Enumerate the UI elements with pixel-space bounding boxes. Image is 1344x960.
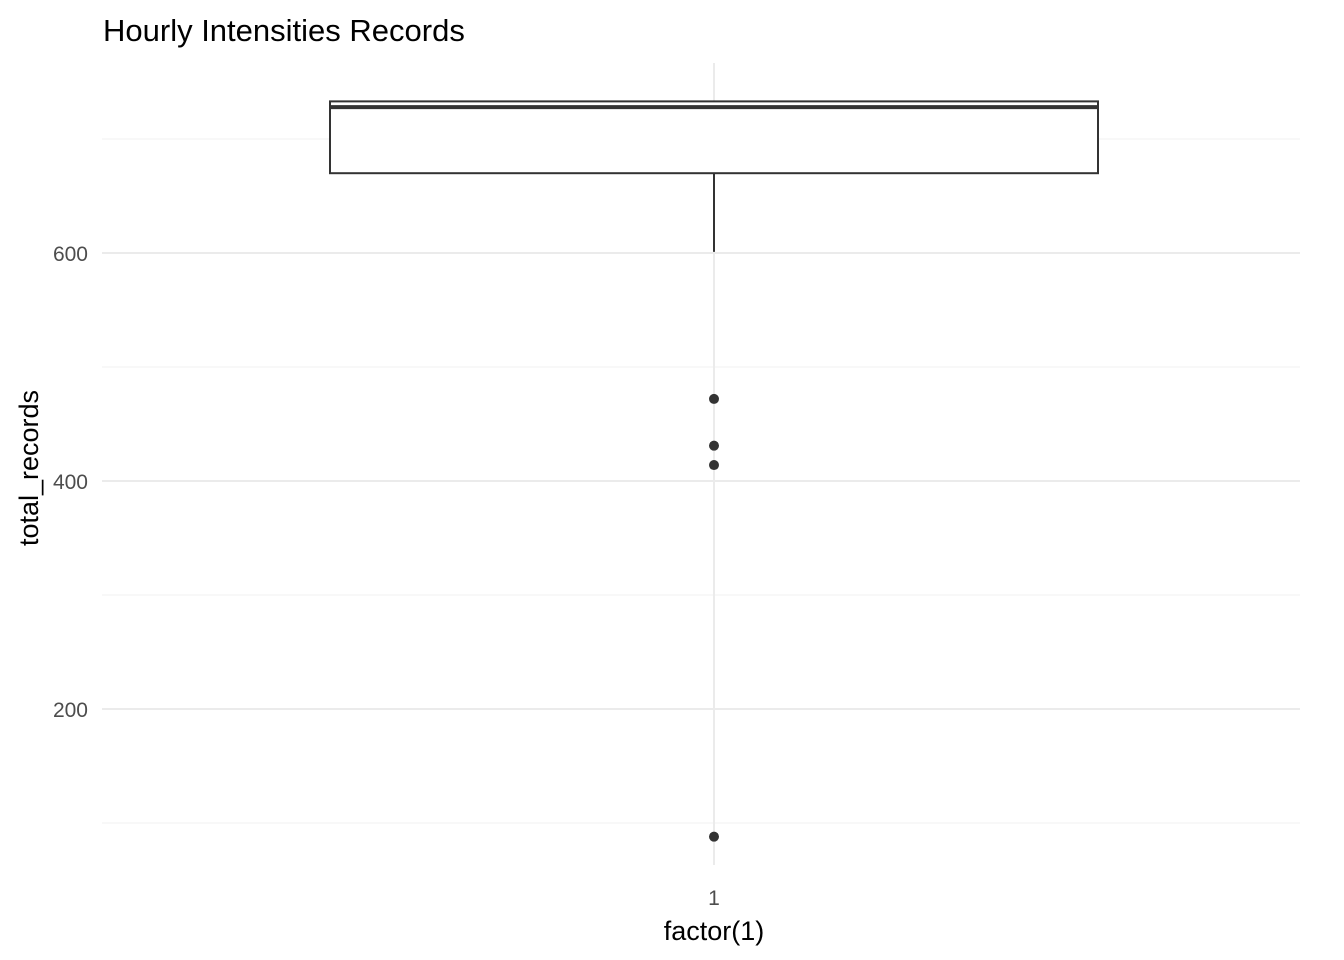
x-tick-label: 1 (708, 887, 720, 910)
y-tick-labels: 200 400 600 (53, 243, 88, 722)
chart-title: Hourly Intensities Records (103, 13, 465, 48)
outlier-point (709, 831, 719, 842)
x-tick-labels: 1 (708, 887, 720, 910)
y-tick-label: 600 (53, 243, 88, 266)
gridlines (102, 63, 1300, 865)
plot-area (329, 100, 1099, 842)
y-tick-label: 400 (53, 471, 88, 494)
x-axis-title: factor(1) (664, 916, 765, 946)
y-axis-title: total_records (14, 390, 44, 546)
y-tick-label: 200 (53, 699, 88, 722)
outlier-point (709, 393, 719, 404)
box-iqr (329, 100, 1099, 175)
outlier-point (709, 460, 719, 471)
outlier-point (709, 440, 719, 451)
